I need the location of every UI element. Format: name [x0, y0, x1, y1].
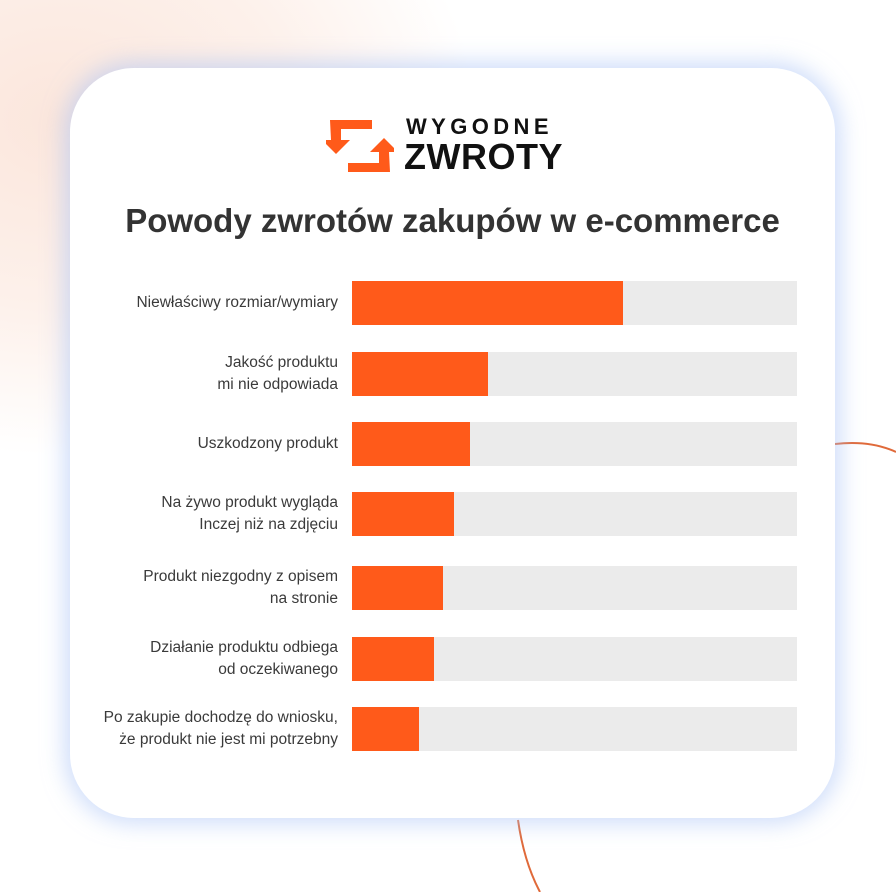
- bar: [352, 637, 434, 681]
- bar: [352, 566, 443, 610]
- decorative-curve-right: [834, 442, 896, 453]
- brand-line1: WYGODNE: [406, 114, 553, 139]
- return-arrows-icon: [326, 120, 394, 172]
- brand-line2: ZWROTY: [404, 136, 563, 177]
- bar-row: Działanie produktu odbiega od oczekiwane…: [0, 637, 896, 681]
- bar-row: Po zakupie dochodzę do wniosku, że produ…: [0, 707, 896, 751]
- bar: [352, 707, 419, 751]
- decorative-curve-bottom: [517, 819, 541, 892]
- category-label: Działanie produktu odbiega od oczekiwane…: [150, 639, 338, 678]
- bar: [352, 492, 454, 536]
- bar-track: [352, 492, 797, 536]
- bar-track: [352, 352, 797, 396]
- bar-row: Na żywo produkt wygląda Inczej niż na zd…: [0, 492, 896, 536]
- bar-track: [352, 637, 797, 681]
- category-label: Uszkodzony produkt: [197, 435, 338, 452]
- bar-track: [352, 707, 797, 751]
- bar-track: [352, 566, 797, 610]
- category-label: Po zakupie dochodzę do wniosku, że produ…: [103, 709, 338, 748]
- category-label: Produkt niezgodny z opisem na stronie: [143, 568, 338, 607]
- category-label: Niewłaściwy rozmiar/wymiary: [136, 294, 338, 311]
- bar-row: Uszkodzony produkt: [0, 422, 896, 466]
- bar: [352, 422, 470, 466]
- bar-row: Jakość produktu mi nie odpowiada: [0, 352, 896, 396]
- bar-row: Niewłaściwy rozmiar/wymiary: [0, 281, 896, 325]
- bar-row: Produkt niezgodny z opisem na stronie: [0, 566, 896, 610]
- bar: [352, 352, 488, 396]
- category-label: Na żywo produkt wygląda Inczej niż na zd…: [161, 494, 338, 533]
- chart-title: Powody zwrotów zakupów w e-commerce: [125, 202, 780, 239]
- bar: [352, 281, 623, 325]
- bar-track: [352, 422, 797, 466]
- bar-track: [352, 281, 797, 325]
- category-label: Jakość produktu mi nie odpowiada: [217, 354, 338, 393]
- brand-logo: WYGODNE ZWROTY: [326, 112, 576, 178]
